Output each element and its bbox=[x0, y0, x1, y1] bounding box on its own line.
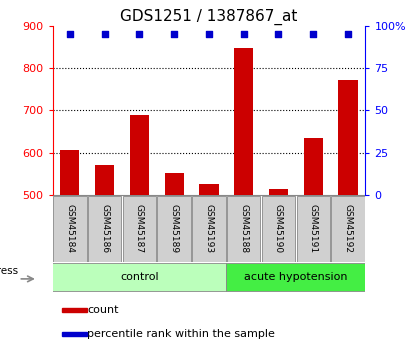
Text: GSM45187: GSM45187 bbox=[135, 204, 144, 253]
Bar bbox=[62, 308, 87, 312]
Point bbox=[240, 31, 247, 37]
Text: GSM45193: GSM45193 bbox=[205, 204, 213, 253]
Bar bbox=[165, 172, 184, 195]
Title: GDS1251 / 1387867_at: GDS1251 / 1387867_at bbox=[120, 8, 298, 24]
Text: GSM45192: GSM45192 bbox=[344, 204, 352, 253]
FancyBboxPatch shape bbox=[227, 196, 260, 262]
Point bbox=[275, 31, 282, 37]
Bar bbox=[62, 332, 87, 336]
Point bbox=[206, 31, 212, 37]
Text: stress: stress bbox=[0, 266, 18, 276]
Bar bbox=[304, 138, 323, 195]
Text: percentile rank within the sample: percentile rank within the sample bbox=[87, 329, 275, 339]
Bar bbox=[200, 184, 218, 195]
FancyBboxPatch shape bbox=[123, 196, 156, 262]
FancyBboxPatch shape bbox=[331, 196, 365, 262]
Bar bbox=[234, 48, 253, 195]
FancyBboxPatch shape bbox=[297, 196, 330, 262]
Bar bbox=[60, 150, 79, 195]
Point bbox=[101, 31, 108, 37]
Point bbox=[345, 31, 352, 37]
FancyBboxPatch shape bbox=[52, 264, 226, 291]
Text: GSM45191: GSM45191 bbox=[309, 204, 318, 253]
FancyBboxPatch shape bbox=[53, 196, 87, 262]
Text: GSM45190: GSM45190 bbox=[274, 204, 283, 253]
Bar bbox=[130, 116, 149, 195]
Point bbox=[310, 31, 317, 37]
Bar bbox=[339, 80, 357, 195]
Text: GSM45186: GSM45186 bbox=[100, 204, 109, 253]
Text: control: control bbox=[120, 273, 159, 282]
Text: GSM45184: GSM45184 bbox=[66, 204, 74, 253]
FancyBboxPatch shape bbox=[262, 196, 295, 262]
Point bbox=[66, 31, 73, 37]
Text: acute hypotension: acute hypotension bbox=[244, 273, 348, 282]
FancyBboxPatch shape bbox=[226, 264, 365, 291]
Point bbox=[136, 31, 143, 37]
FancyBboxPatch shape bbox=[192, 196, 226, 262]
Text: count: count bbox=[87, 305, 118, 315]
Text: GSM45189: GSM45189 bbox=[170, 204, 178, 253]
FancyBboxPatch shape bbox=[88, 196, 121, 262]
FancyBboxPatch shape bbox=[158, 196, 191, 262]
Point bbox=[171, 31, 178, 37]
Bar bbox=[269, 189, 288, 195]
Bar bbox=[95, 165, 114, 195]
Text: GSM45188: GSM45188 bbox=[239, 204, 248, 253]
